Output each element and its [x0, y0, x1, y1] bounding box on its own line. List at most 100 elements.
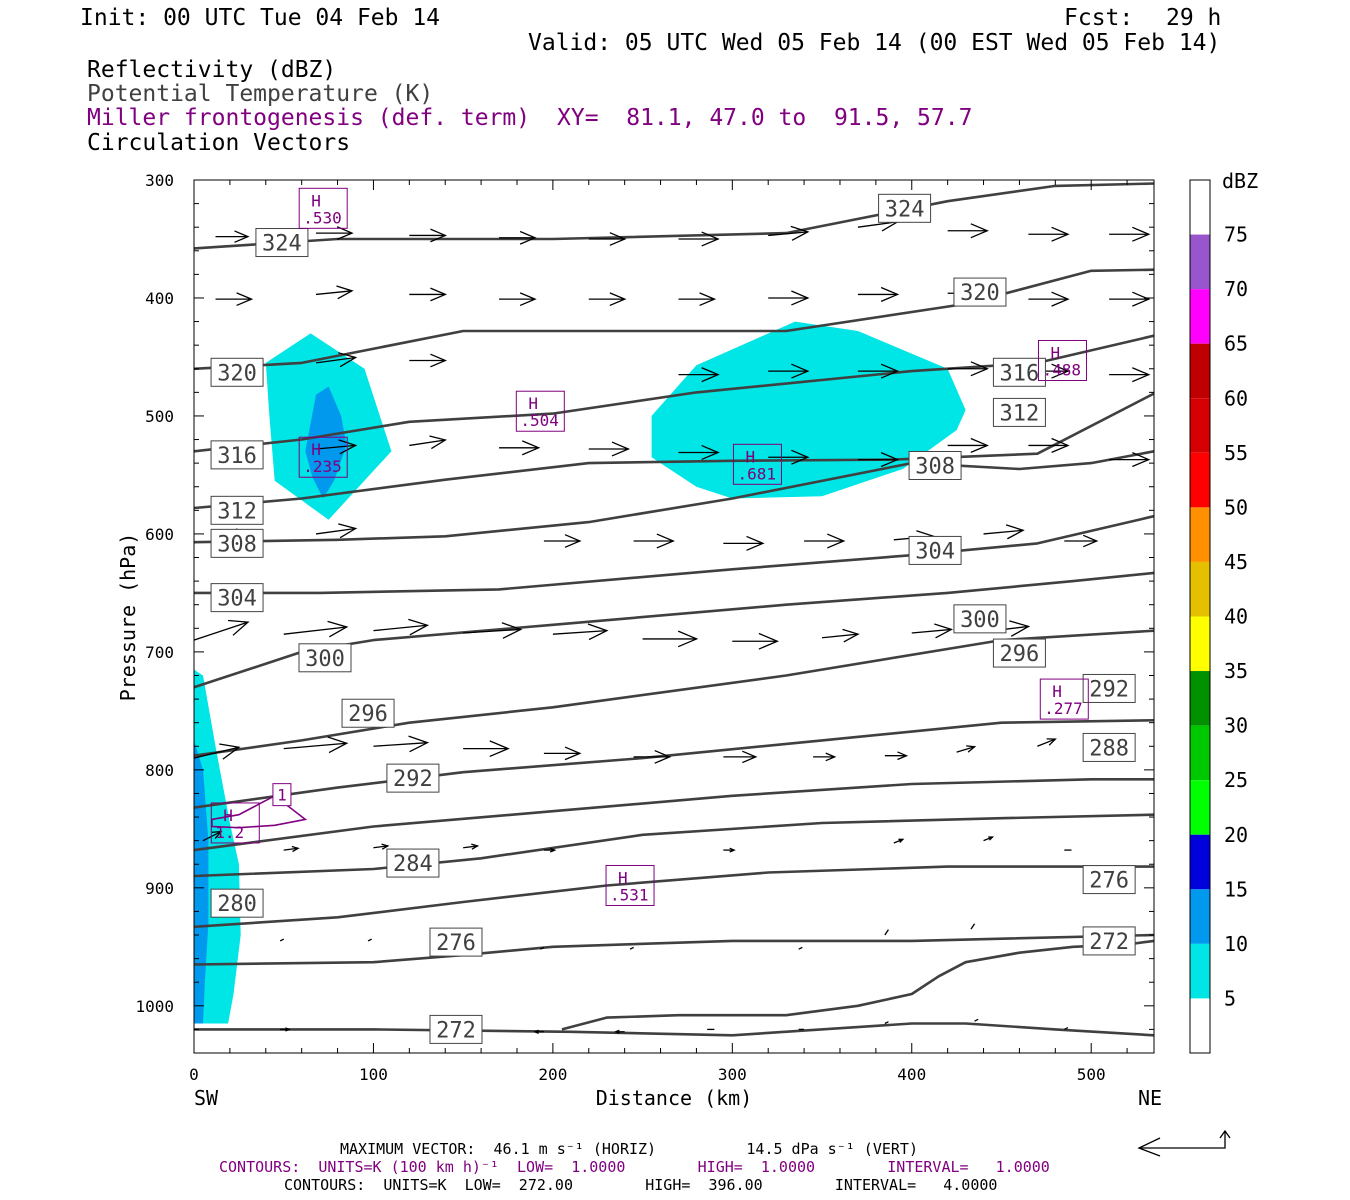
circulation-vector	[1028, 291, 1070, 307]
vector-shaft	[1063, 1027, 1069, 1030]
x-tick-label: 300	[718, 1065, 747, 1084]
circulation-vector	[463, 740, 510, 758]
circulation-vector	[499, 440, 541, 456]
theta-label: 292	[1082, 673, 1136, 703]
theta-label-box	[429, 1014, 483, 1044]
theta-label-text: 272	[1089, 930, 1129, 955]
circulation-vector	[723, 847, 736, 853]
circulation-vector	[947, 223, 989, 239]
colorbar-segment	[1190, 289, 1210, 344]
circulation-vector	[316, 226, 354, 240]
theta-label: 308	[210, 528, 264, 558]
miller-maximum-value: .235	[303, 457, 342, 476]
reflectivity-area-5dbz	[651, 321, 966, 499]
theta-contour-304	[194, 514, 1154, 595]
theta-label-text: 324	[262, 232, 302, 257]
miller-maximum-box	[1039, 678, 1089, 720]
colorbar-level-label: 35	[1224, 659, 1248, 683]
colorbar-level-label: 5	[1224, 986, 1236, 1010]
vector-shaft	[798, 946, 803, 950]
theta-label-box	[210, 495, 264, 525]
colorbar-level-label: 70	[1224, 277, 1248, 301]
circulation-vector	[280, 1027, 291, 1032]
vector-head	[338, 523, 358, 539]
theta-label-text: 296	[348, 702, 388, 727]
circulation-vector	[813, 752, 837, 762]
vector-head	[430, 353, 447, 368]
circulation-vector	[540, 946, 545, 950]
vector-head	[234, 230, 250, 243]
vector-head	[327, 620, 349, 638]
vector-head	[1009, 620, 1031, 637]
y-tick-label: 700	[145, 643, 174, 662]
circulation-vector	[543, 847, 557, 853]
circulation-vector	[543, 746, 582, 761]
colorbar-level-label: 10	[1224, 932, 1248, 956]
miller-maximum-value: .531	[610, 885, 649, 904]
miller-maximum-box	[210, 802, 260, 844]
circulation-vector	[499, 230, 537, 245]
vector-shaft	[911, 628, 952, 634]
circulation-vector	[678, 444, 720, 461]
vector-head	[825, 752, 837, 762]
circulation-vector	[857, 452, 900, 468]
theta-label: 324	[255, 228, 309, 258]
colorbar-level-label: 40	[1224, 605, 1248, 629]
circulation-vector	[1109, 226, 1151, 242]
miller-maximum-value: .504	[520, 411, 559, 430]
vector-shaft	[315, 444, 356, 450]
theta-label: 320	[953, 277, 1007, 307]
y-tick-label: 500	[145, 407, 174, 426]
colorbar-level-label: 60	[1224, 386, 1248, 410]
vector-head	[408, 618, 430, 636]
circulation-vector	[202, 830, 223, 842]
theta-label-text: 276	[436, 931, 476, 956]
colorbar-segment	[1190, 889, 1210, 944]
theta-label-box	[992, 357, 1046, 387]
miller-maximum-box	[605, 864, 655, 906]
theta-label-box	[992, 638, 1046, 668]
theta-label-text: 304	[217, 587, 257, 612]
circulation-vector	[315, 439, 358, 455]
circulation-vector	[947, 361, 989, 377]
miller-maximum-letter: H	[1052, 682, 1062, 701]
circulation-vector	[283, 736, 349, 754]
circulation-vector	[723, 535, 765, 551]
circulation-vector	[367, 938, 372, 942]
theta-label-box	[1082, 732, 1136, 762]
vector-head	[898, 838, 905, 843]
miller-maximum-value: .530	[303, 208, 342, 227]
vector-head	[613, 1029, 620, 1034]
x-tick-label: 200	[538, 1065, 567, 1084]
theta-label-box	[210, 528, 264, 558]
vector-head	[519, 230, 537, 245]
circulation-vector	[588, 232, 627, 246]
circulation-vector	[678, 292, 717, 307]
vector-head	[549, 847, 557, 853]
vector-head	[228, 619, 250, 636]
vector-head	[842, 628, 860, 643]
footer-max-vector: MAXIMUM VECTOR: 46.1 m s⁻¹ (HORIZ) 14.5 …	[340, 1140, 918, 1158]
miller-maximum-box	[732, 443, 782, 485]
vector-shaft	[373, 845, 388, 849]
colorbar-segment	[1190, 725, 1210, 781]
circulation-vector	[1063, 1027, 1069, 1030]
vector-head	[791, 290, 810, 306]
circulation-vector	[821, 628, 860, 643]
miller-maximum-value: .277	[1044, 699, 1083, 718]
vector-head	[430, 228, 447, 243]
vector-head	[285, 1027, 291, 1032]
vector-shaft	[279, 938, 285, 942]
theta-label: 280	[210, 888, 264, 918]
theta-label-text: 292	[393, 767, 433, 792]
colorbar-level-label: 30	[1224, 714, 1248, 738]
colorbar-segment	[1190, 452, 1210, 508]
valid-time: Valid: 05 UTC Wed 05 Feb 14 (00 EST Wed …	[528, 30, 1221, 56]
reference-vector-icon	[1137, 1129, 1231, 1157]
colorbar-level-label: 65	[1224, 332, 1248, 356]
vector-head	[656, 533, 675, 549]
theta-label-text: 316	[217, 444, 257, 469]
vector-head	[966, 745, 977, 753]
vector-shaft	[629, 946, 634, 950]
theta-contour-312	[194, 392, 1154, 510]
